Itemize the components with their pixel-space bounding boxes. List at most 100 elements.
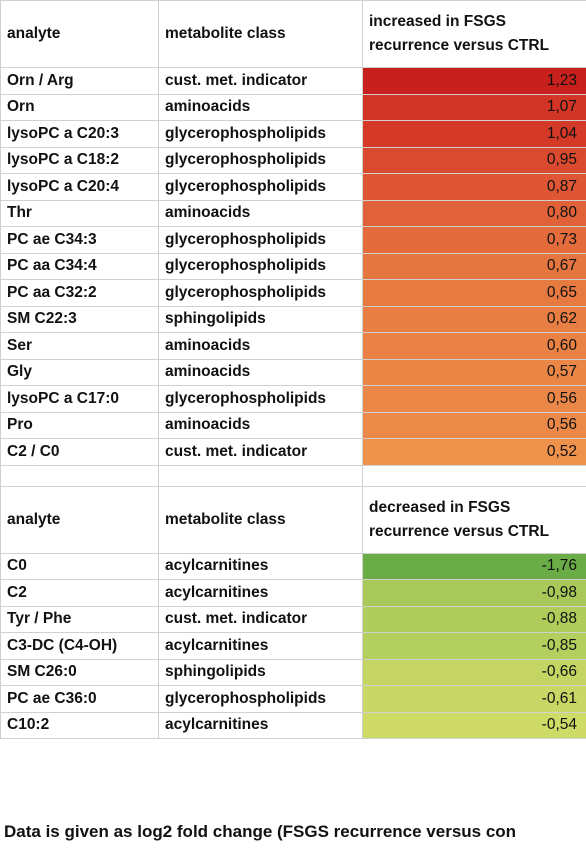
value-cell: 0,73 (362, 226, 586, 254)
header-analyte: analyte (0, 485, 159, 554)
table-row: lysoPC a C20:4 glycerophospholipids 0,87 (0, 173, 586, 201)
analyte-cell: lysoPC a C17:0 (0, 385, 159, 413)
analyte-cell: Orn / Arg (0, 67, 159, 95)
table-row: C2 / C0 cust. met. indicator 0,52 (0, 438, 586, 466)
table-row: lysoPC a C20:3 glycerophospholipids 1,04 (0, 120, 586, 148)
value-cell: -0,88 (362, 605, 586, 633)
analyte-cell: C0 (0, 552, 159, 580)
value-cell: 1,04 (362, 120, 586, 148)
analyte-cell: PC ae C34:3 (0, 226, 159, 254)
metabolite-class-cell: cust. met. indicator (158, 438, 363, 466)
value-cell: 0,52 (362, 438, 586, 466)
metabolite-class-cell: aminoacids (158, 332, 363, 360)
table-row: Gly aminoacids 0,57 (0, 358, 586, 386)
value-cell: 0,57 (362, 358, 586, 386)
value-cell: -0,66 (362, 658, 586, 686)
metabolite-class-cell: glycerophospholipids (158, 173, 363, 201)
table-row: Orn / Arg cust. met. indicator 1,23 (0, 67, 586, 95)
analyte-cell: Orn (0, 93, 159, 121)
analyte-cell: PC aa C32:2 (0, 279, 159, 307)
metabolite-class-cell: aminoacids (158, 199, 363, 227)
decreased-header-row: analyte metabolite class decreased in FS… (0, 485, 586, 554)
analyte-cell: Pro (0, 411, 159, 439)
analyte-cell: C10:2 (0, 711, 159, 739)
table-row: C0 acylcarnitines -1,76 (0, 552, 586, 580)
increased-header-row: analyte metabolite class increased in FS… (0, 0, 586, 68)
table-row: C3-DC (C4-OH) acylcarnitines -0,85 (0, 632, 586, 660)
metabolite-class-cell: cust. met. indicator (158, 605, 363, 633)
metabolite-class-cell: glycerophospholipids (158, 146, 363, 174)
metabolite-class-cell: glycerophospholipids (158, 685, 363, 713)
table-row: PC aa C32:2 glycerophospholipids 0,65 (0, 279, 586, 307)
analyte-cell: PC aa C34:4 (0, 252, 159, 280)
header-decreased: decreased in FSGS recurrence versus CTRL (362, 485, 586, 554)
metabolite-class-cell: glycerophospholipids (158, 226, 363, 254)
value-cell: 1,07 (362, 93, 586, 121)
analyte-cell: Tyr / Phe (0, 605, 159, 633)
metabolite-class-cell: acylcarnitines (158, 552, 363, 580)
value-cell: 0,60 (362, 332, 586, 360)
table-body: analyte metabolite class increased in FS… (0, 0, 586, 739)
analyte-cell: SM C22:3 (0, 305, 159, 333)
analyte-cell: PC ae C36:0 (0, 685, 159, 713)
value-cell: 0,65 (362, 279, 586, 307)
metabolite-class-cell: acylcarnitines (158, 711, 363, 739)
value-cell: -0,54 (362, 711, 586, 739)
value-cell: -0,98 (362, 579, 586, 607)
analyte-cell: C3-DC (C4-OH) (0, 632, 159, 660)
metabolite-class-cell: glycerophospholipids (158, 279, 363, 307)
analyte-cell: lysoPC a C20:3 (0, 120, 159, 148)
header-increased: increased in FSGS recurrence versus CTRL (362, 0, 586, 68)
header-metabolite-class: metabolite class (158, 485, 363, 554)
value-cell: 1,23 (362, 67, 586, 95)
analyte-cell: C2 (0, 579, 159, 607)
section-spacer-row (0, 464, 586, 487)
metabolite-table: analyte metabolite class increased in FS… (0, 0, 586, 739)
value-cell: 0,56 (362, 411, 586, 439)
table-row: Orn aminoacids 1,07 (0, 93, 586, 121)
table-row: SM C22:3 sphingolipids 0,62 (0, 305, 586, 333)
value-cell: 0,67 (362, 252, 586, 280)
table-row: C10:2 acylcarnitines -0,54 (0, 711, 586, 739)
footnote: Data is given as log2 fold change (FSGS … (4, 822, 517, 841)
metabolite-class-cell: glycerophospholipids (158, 252, 363, 280)
metabolite-class-cell: acylcarnitines (158, 632, 363, 660)
analyte-cell: SM C26:0 (0, 658, 159, 686)
table-row: PC ae C34:3 glycerophospholipids 0,73 (0, 226, 586, 254)
table-row: SM C26:0 sphingolipids -0,66 (0, 658, 586, 686)
value-cell: 0,56 (362, 385, 586, 413)
value-cell: 0,80 (362, 199, 586, 227)
value-cell: -0,85 (362, 632, 586, 660)
table-row: Ser aminoacids 0,60 (0, 332, 586, 360)
metabolite-class-cell: glycerophospholipids (158, 120, 363, 148)
metabolite-class-cell: aminoacids (158, 358, 363, 386)
metabolite-class-cell: aminoacids (158, 93, 363, 121)
header-metabolite-class: metabolite class (158, 0, 363, 68)
metabolite-class-cell: aminoacids (158, 411, 363, 439)
value-cell: 0,87 (362, 173, 586, 201)
analyte-cell: lysoPC a C20:4 (0, 173, 159, 201)
analyte-cell: Ser (0, 332, 159, 360)
value-cell: 0,62 (362, 305, 586, 333)
table-row: C2 acylcarnitines -0,98 (0, 579, 586, 607)
table-row: PC aa C34:4 glycerophospholipids 0,67 (0, 252, 586, 280)
table-row: Tyr / Phe cust. met. indicator -0,88 (0, 605, 586, 633)
analyte-cell: Gly (0, 358, 159, 386)
value-cell: 0,95 (362, 146, 586, 174)
metabolite-class-cell: sphingolipids (158, 658, 363, 686)
metabolite-class-cell: acylcarnitines (158, 579, 363, 607)
analyte-cell: lysoPC a C18:2 (0, 146, 159, 174)
metabolite-class-cell: sphingolipids (158, 305, 363, 333)
analyte-cell: Thr (0, 199, 159, 227)
table-row: lysoPC a C17:0 glycerophospholipids 0,56 (0, 385, 586, 413)
analyte-cell: C2 / C0 (0, 438, 159, 466)
table-row: Thr aminoacids 0,80 (0, 199, 586, 227)
header-analyte: analyte (0, 0, 159, 68)
value-cell: -0,61 (362, 685, 586, 713)
table-row: lysoPC a C18:2 glycerophospholipids 0,95 (0, 146, 586, 174)
metabolite-class-cell: cust. met. indicator (158, 67, 363, 95)
table-row: PC ae C36:0 glycerophospholipids -0,61 (0, 685, 586, 713)
table-row: Pro aminoacids 0,56 (0, 411, 586, 439)
metabolite-class-cell: glycerophospholipids (158, 385, 363, 413)
value-cell: -1,76 (362, 552, 586, 580)
